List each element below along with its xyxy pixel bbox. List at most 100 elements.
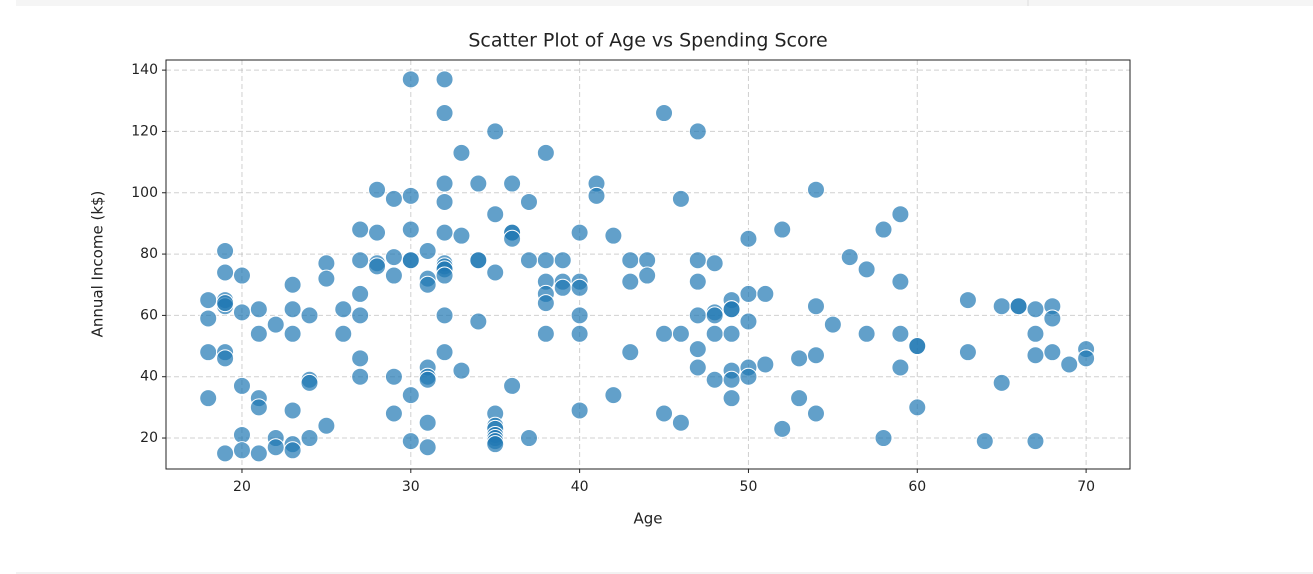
point [1043,309,1062,328]
point [992,373,1011,392]
y-tick-label: 120 [131,123,158,139]
point [958,343,977,362]
point [216,444,235,463]
point [401,220,420,239]
point [705,254,724,273]
point [874,220,893,239]
point [249,324,268,343]
point [671,189,690,208]
point [553,278,572,297]
point [384,266,403,285]
point [908,337,927,356]
point [317,254,336,273]
point [773,220,792,239]
x-tick-label: 40 [571,479,589,495]
point [570,401,589,420]
point [435,343,454,362]
point [604,386,623,405]
point [334,300,353,319]
point [435,104,454,123]
point [655,104,674,123]
point [536,324,555,343]
point [351,220,370,239]
point [435,174,454,193]
point [435,223,454,242]
point [283,275,302,294]
x-axis-label: Age [633,510,662,528]
point [418,242,437,261]
point [435,192,454,211]
point [621,343,640,362]
point [688,122,707,141]
point [232,425,251,444]
point [199,389,218,408]
point [249,444,268,463]
point [486,205,505,224]
point [384,404,403,423]
x-tick-label: 30 [402,479,420,495]
point [368,180,387,199]
y-axis-label: Annual Income (k$) [89,191,107,338]
point [739,284,758,303]
point [452,361,471,380]
point [536,294,555,313]
point [705,370,724,389]
point [418,275,437,294]
y-tick-label: 60 [140,307,158,323]
point [452,143,471,162]
y-tick-label: 100 [131,185,158,201]
x-tick-label: 70 [1077,479,1095,495]
point [368,257,387,276]
point [435,266,454,285]
point [283,324,302,343]
point [199,309,218,328]
point [418,438,437,457]
point [655,324,674,343]
point [418,413,437,432]
point [688,251,707,270]
point [570,324,589,343]
point [503,229,522,248]
x-tick-label: 60 [908,479,926,495]
point [351,367,370,386]
point [806,346,825,365]
point [790,349,809,368]
x-tick-label: 50 [740,479,758,495]
point [435,306,454,325]
plot-frame [165,59,1131,470]
point [283,441,302,460]
point [232,441,251,460]
point [283,300,302,319]
point [1026,346,1045,365]
point [249,398,268,417]
point [216,349,235,368]
point [553,251,572,270]
point [503,174,522,193]
point [891,358,910,377]
point [671,324,690,343]
point [351,349,370,368]
point [503,376,522,395]
point [587,186,606,205]
point [283,401,302,420]
point [300,429,319,448]
point [519,251,538,270]
point [519,429,538,448]
point [1060,355,1079,374]
point [199,343,218,362]
point [384,248,403,267]
point [199,291,218,310]
point [756,284,775,303]
point [992,297,1011,316]
point [300,306,319,325]
point [266,438,285,457]
point [722,300,741,319]
point [688,272,707,291]
point [1026,432,1045,451]
point [722,370,741,389]
point [401,432,420,451]
point [705,306,724,325]
point [1009,297,1028,316]
